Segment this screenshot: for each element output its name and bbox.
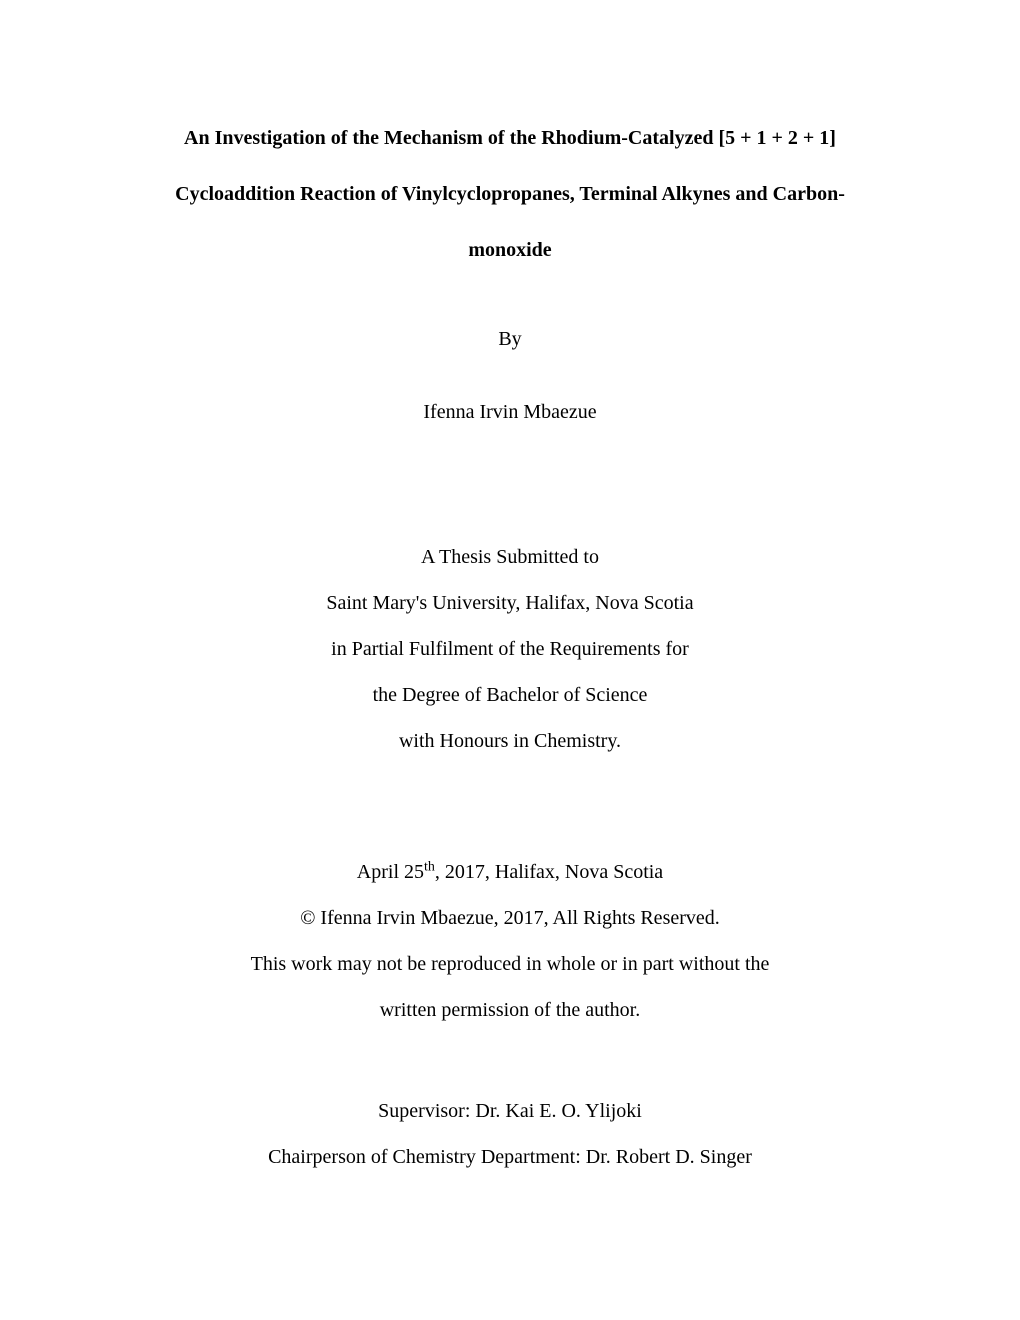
- date-suffix: , 2017, Halifax, Nova Scotia: [435, 861, 663, 883]
- submission-line-3: in Partial Fulfilment of the Requirement…: [120, 626, 900, 672]
- thesis-title: An Investigation of the Mechanism of the…: [120, 110, 900, 278]
- title-line-2: Cycloaddition Reaction of Vinylcycloprop…: [120, 166, 900, 222]
- supervisor-line: Supervisor: Dr. Kai E. O. Ylijoki: [120, 1088, 900, 1134]
- date-line: April 25th, 2017, Halifax, Nova Scotia: [120, 849, 900, 895]
- submission-line-1: A Thesis Submitted to: [120, 534, 900, 580]
- submission-line-4: the Degree of Bachelor of Science: [120, 672, 900, 718]
- title-line-3: monoxide: [120, 222, 900, 278]
- permission-line-2: written permission of the author.: [120, 987, 900, 1033]
- supervisor-block: Supervisor: Dr. Kai E. O. Ylijoki Chairp…: [120, 1088, 900, 1180]
- title-line-1: An Investigation of the Mechanism of the…: [120, 110, 900, 166]
- author-name: Ifenna Irvin Mbaezue: [120, 401, 900, 424]
- chairperson-line: Chairperson of Chemistry Department: Dr.…: [120, 1134, 900, 1180]
- submission-line-2: Saint Mary's University, Halifax, Nova S…: [120, 580, 900, 626]
- date-copyright-block: April 25th, 2017, Halifax, Nova Scotia ©…: [120, 849, 900, 1033]
- copyright-line: © Ifenna Irvin Mbaezue, 2017, All Rights…: [120, 895, 900, 941]
- byline: By: [120, 328, 900, 351]
- submission-line-5: with Honours in Chemistry.: [120, 718, 900, 764]
- submission-block: A Thesis Submitted to Saint Mary's Unive…: [120, 534, 900, 764]
- permission-line-1: This work may not be reproduced in whole…: [120, 941, 900, 987]
- date-prefix: April 25: [357, 861, 424, 883]
- date-ordinal: th: [424, 859, 435, 874]
